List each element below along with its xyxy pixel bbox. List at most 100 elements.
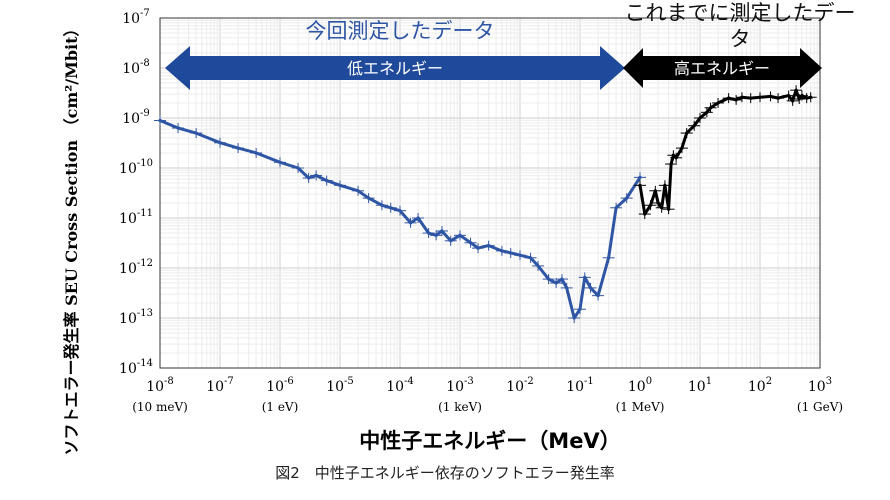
data-point: [669, 162, 673, 166]
data-point: [671, 153, 675, 157]
data-point: [500, 249, 504, 253]
data-point: [449, 239, 453, 243]
x-tick-note: (1 eV): [262, 400, 299, 414]
data-point: [588, 286, 593, 290]
data-point: [716, 101, 720, 105]
data-point: [356, 189, 360, 193]
data-point: [536, 264, 540, 268]
x-tick-label: 10-7: [206, 376, 234, 395]
data-point: [776, 96, 780, 100]
x-tick-note: (1 keV): [438, 400, 482, 414]
x-tick-label: 10-8: [146, 376, 174, 395]
x-tick-label: 10-2: [506, 376, 534, 395]
data-point: [518, 253, 522, 257]
data-point: [296, 166, 300, 170]
x-axis-title: 中性子エネルギー（MeV）: [359, 429, 621, 453]
high-energy-label: 高エネルギー: [674, 59, 770, 78]
data-point: [653, 189, 657, 193]
x-tick-note: (1 MeV): [616, 400, 665, 414]
y-tick-label: 10-8: [122, 58, 150, 77]
y-axis-title-jp: ソフトエラー発生率: [62, 311, 81, 456]
plot-frame: [159, 17, 821, 369]
y-tick-label: 10-13: [119, 308, 153, 327]
data-point: [680, 146, 684, 150]
x-tick-note: (10 meV): [132, 400, 188, 414]
x-tick-label: 103: [808, 376, 832, 395]
data-point: [307, 176, 311, 180]
data-point: [685, 131, 689, 135]
x-tick-label: 10-1: [566, 376, 594, 395]
y-tick-labels: 10-7 10-8 10-9 10-10 10-11 10-12 10-13 10-14: [119, 8, 153, 377]
data-point: [458, 233, 462, 237]
x-tick-label: 101: [688, 376, 712, 395]
grid-lines: [159, 18, 820, 369]
previous-data-header: これまでに測定したデータ: [624, 1, 856, 51]
data-point: [809, 95, 813, 99]
data-point: [434, 233, 438, 237]
low-energy-arrow: [165, 46, 625, 90]
high-energy-arrow: [623, 48, 822, 88]
data-point: [476, 246, 480, 250]
data-point: [440, 229, 444, 233]
low-energy-label: 低エネルギー: [347, 59, 443, 78]
data-point: [176, 126, 180, 130]
figure-caption: 図2 中性子エネルギー依存のソフトエラー発生率: [275, 464, 615, 482]
data-point: [698, 116, 702, 120]
y-axis-title-unit: （cm²/Mbit）: [62, 20, 81, 135]
data-point: [638, 175, 642, 179]
x-tick-labels: 10-8 (10 meV) 10-7 10-6 (1 eV) 10-5 10-4 10-3 (1…: [132, 376, 843, 414]
data-point: [705, 110, 709, 114]
y-tick-label: 10-12: [119, 258, 153, 277]
data-point: [380, 203, 384, 207]
data-point: [367, 196, 371, 200]
data-point: [554, 281, 558, 285]
data-point: [660, 206, 664, 210]
new-data-header: 今回測定したデータ: [305, 19, 495, 43]
x-tick-label: 102: [748, 376, 772, 395]
y-tick-label: 10-10: [119, 158, 153, 177]
series-lines: [154, 85, 817, 323]
data-point: [578, 307, 582, 311]
data-point: [625, 196, 629, 200]
data-point: [727, 96, 731, 100]
data-point: [278, 160, 282, 164]
data-point: [565, 286, 569, 290]
data-point: [427, 231, 431, 235]
data-point: [674, 156, 678, 160]
data-point: [648, 203, 653, 207]
data-point: [692, 124, 696, 128]
x-tick-label: 10-4: [386, 376, 414, 395]
data-point: [487, 244, 491, 248]
data-point: [734, 98, 738, 102]
y-tick-label: 10-7: [122, 8, 150, 27]
data-point: [740, 95, 744, 99]
data-point: [708, 106, 713, 110]
data-point: [194, 131, 198, 135]
y-tick-label: 10-11: [119, 208, 153, 227]
data-point: [416, 216, 420, 220]
data-point: [389, 206, 393, 210]
data-point: [547, 277, 551, 281]
data-point: [596, 294, 600, 298]
x-tick-label: 10-6: [266, 376, 294, 395]
data-point: [800, 94, 804, 98]
data-point: [663, 183, 667, 187]
data-point: [614, 206, 618, 210]
data-point: [643, 212, 647, 216]
data-point: [398, 209, 402, 213]
y-tick-label: 10-9: [122, 108, 150, 127]
data-point: [158, 118, 162, 123]
data-point: [408, 221, 413, 225]
y-tick-label: 10-14: [119, 358, 153, 377]
data-point: [794, 88, 798, 92]
data-point: [528, 256, 533, 260]
data-point: [758, 95, 762, 99]
x-tick-label: 100: [628, 376, 652, 395]
data-point: [560, 277, 564, 281]
data-point: [218, 141, 222, 145]
x-tick-label: 10-5: [326, 376, 354, 395]
data-point: [797, 97, 801, 101]
data-point: [314, 173, 318, 178]
data-point: [749, 96, 753, 100]
